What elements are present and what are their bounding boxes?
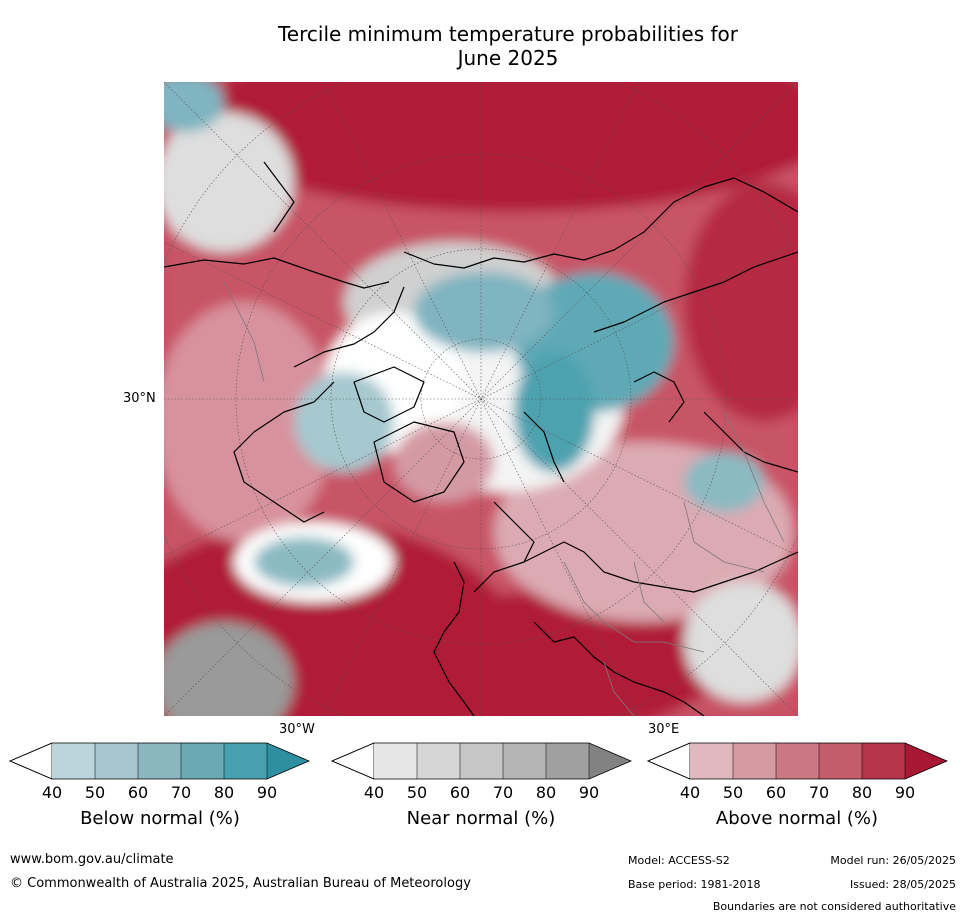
colorbar-below-tick: 60 [127,783,149,802]
colorbar-title-near: Near normal (%) [406,808,556,829]
colorbar-below-segment-3 [181,743,224,779]
colorbar-above-tick: 90 [894,783,916,802]
colorbar-near-normal [330,742,633,780]
colorbar-near-tick: 60 [449,783,471,802]
colorbar-above-tick: 50 [722,783,744,802]
colorbar-above-segment-1 [733,743,776,779]
graticule [164,82,798,716]
polar-map [164,82,798,716]
colorbar-above-tick: 80 [851,783,873,802]
boundaries-disclaimer: Boundaries are not considered authoritat… [712,900,956,913]
colorbar-near-low-extension [330,742,375,780]
colorbar-near-tick: 40 [363,783,385,802]
colorbar-below-tick: 40 [41,783,63,802]
coastlines [164,161,798,716]
colorbar-above-tick: 70 [808,783,830,802]
colorbar-below-high-extension [267,743,309,779]
map-title-line2: June 2025 [457,46,559,70]
colorbar-below-segment-0 [52,743,95,779]
colorbar-below-segment-2 [138,743,181,779]
copyright-text: © Commonwealth of Australia 2025, Austra… [10,876,471,891]
colorbar-near-segment-4 [546,743,589,779]
colorbar-below-tick: 50 [84,783,106,802]
colorbar-title-above: Above normal (%) [715,808,879,829]
colorbar-near-tick: 50 [406,783,428,802]
colorbar-near-high-extension [589,743,631,779]
colorbar-above-tick: 40 [679,783,701,802]
colorbar-near-segment-0 [374,743,417,779]
map-title-line1: Tercile minimum temperature probabilitie… [277,22,739,46]
colorbar-near-tick: 70 [492,783,514,802]
issued-date: Issued: 28/05/2025 [849,878,956,891]
colorbar-below-low-extension [8,742,53,780]
colorbar-near-segment-3 [503,743,546,779]
colorbar-below-normal [8,742,311,780]
model-name: Model: ACCESS-S2 [628,854,730,867]
colorbar-below-tick: 90 [256,783,278,802]
website-link[interactable]: www.bom.gov.au/climate [10,852,174,867]
colorbar-near-segment-1 [417,743,460,779]
colorbar-title-below: Below normal (%) [80,808,240,829]
latitude-label-30n: 30°N [123,391,156,406]
colorbar-above-tick: 60 [765,783,787,802]
longitude-label-30e: 30°E [648,722,680,737]
colorbar-above-segment-4 [862,743,905,779]
colorbar-below-tick: 70 [170,783,192,802]
colorbar-above-high-extension [905,743,947,779]
base-period: Base period: 1981-2018 [628,878,761,891]
colorbar-near-segment-2 [460,743,503,779]
colorbar-below-segment-4 [224,743,267,779]
colorbar-near-tick: 80 [535,783,557,802]
colorbar-above-segment-2 [776,743,819,779]
colorbar-above-segment-0 [690,743,733,779]
colorbar-above-segment-3 [819,743,862,779]
model-run-date: Model run: 26/05/2025 [830,854,956,867]
colorbar-below-segment-1 [95,743,138,779]
longitude-label-30w: 30°W [279,722,315,737]
colorbar-near-tick: 90 [578,783,600,802]
colorbar-above-normal [646,742,949,780]
country-borders [223,281,785,716]
colorbar-below-tick: 80 [213,783,235,802]
colorbar-above-low-extension [646,742,691,780]
